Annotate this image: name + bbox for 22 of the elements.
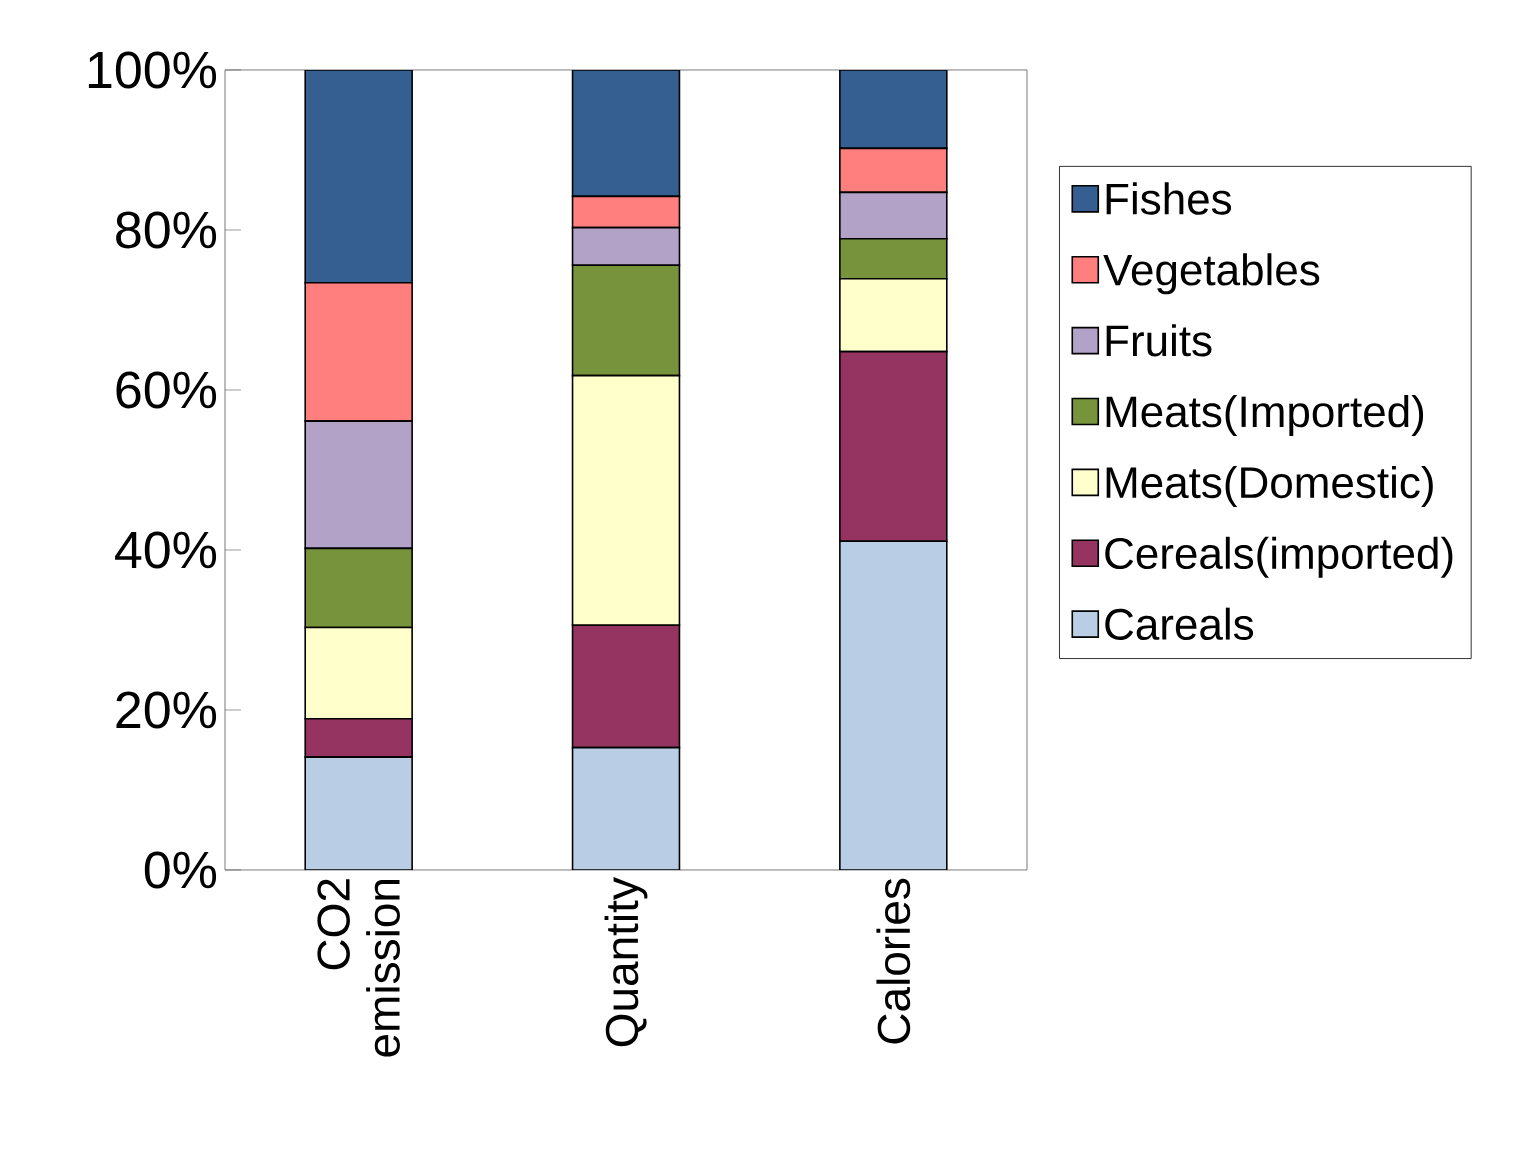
y-tick-label: 60% [116,371,217,409]
legend-label: Careals [1105,607,1254,641]
legend-label: Vegetables [1103,253,1320,295]
y-tick-label: 20% [116,691,217,729]
y-tick-label: 100% [88,51,217,89]
legend-label: Meats(Domestic) [1106,465,1433,507]
bar [304,69,413,284]
bar [571,69,681,198]
x-tick-label: Calories [876,878,911,1044]
y-tick-label: 80% [116,211,217,249]
bar [839,540,948,870]
bar [304,756,413,870]
bar [839,69,948,150]
legend-label: Meats(Imported) [1106,395,1424,437]
bar [571,746,681,870]
y-tick-label: 0% [144,851,217,889]
y-tick-label: 40% [115,531,217,569]
x-tick-label: Quantity [604,877,648,1047]
x-tick-label: CO2 emission [317,879,400,1057]
legend-label: Fishes [1106,182,1232,215]
legend-label: Fruits [1106,324,1212,357]
legend-label: Cereals(imported) [1105,536,1453,578]
